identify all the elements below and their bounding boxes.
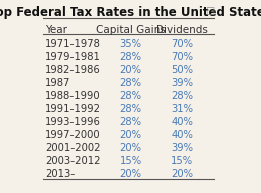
Text: 40%: 40% <box>171 130 193 140</box>
Text: 1979–1981: 1979–1981 <box>45 52 101 62</box>
Text: Top Federal Tax Rates in the United States: Top Federal Tax Rates in the United Stat… <box>0 6 261 19</box>
Text: 70%: 70% <box>171 52 193 62</box>
Text: 15%: 15% <box>120 156 141 166</box>
Text: 1993–1996: 1993–1996 <box>45 117 101 127</box>
Text: 2013–: 2013– <box>45 169 75 179</box>
Text: Capital Gains: Capital Gains <box>96 25 165 35</box>
Text: 28%: 28% <box>120 78 141 88</box>
Text: 35%: 35% <box>120 39 141 49</box>
Text: 15%: 15% <box>171 156 193 166</box>
Text: 1997–2000: 1997–2000 <box>45 130 101 140</box>
Text: 1991–1992: 1991–1992 <box>45 104 101 114</box>
Text: 1971–1978: 1971–1978 <box>45 39 101 49</box>
Text: 20%: 20% <box>120 143 141 153</box>
Text: Dividends: Dividends <box>156 25 208 35</box>
Text: 28%: 28% <box>120 52 141 62</box>
Text: 1987: 1987 <box>45 78 70 88</box>
Text: 20%: 20% <box>120 130 141 140</box>
Text: 2003–2012: 2003–2012 <box>45 156 101 166</box>
Text: 20%: 20% <box>171 169 193 179</box>
Text: 1988–1990: 1988–1990 <box>45 91 101 101</box>
Text: 70%: 70% <box>171 39 193 49</box>
Text: 31%: 31% <box>171 104 193 114</box>
Text: 1982–1986: 1982–1986 <box>45 65 101 75</box>
Text: 28%: 28% <box>171 91 193 101</box>
Text: 39%: 39% <box>171 143 193 153</box>
Text: 50%: 50% <box>171 65 193 75</box>
Text: 28%: 28% <box>120 117 141 127</box>
Text: 28%: 28% <box>120 104 141 114</box>
Text: 39%: 39% <box>171 78 193 88</box>
Text: □: □ <box>205 6 214 16</box>
Text: 20%: 20% <box>120 169 141 179</box>
Text: 20%: 20% <box>120 65 141 75</box>
Text: 40%: 40% <box>171 117 193 127</box>
Text: 2001–2002: 2001–2002 <box>45 143 101 153</box>
Text: Year: Year <box>45 25 67 35</box>
Text: 28%: 28% <box>120 91 141 101</box>
